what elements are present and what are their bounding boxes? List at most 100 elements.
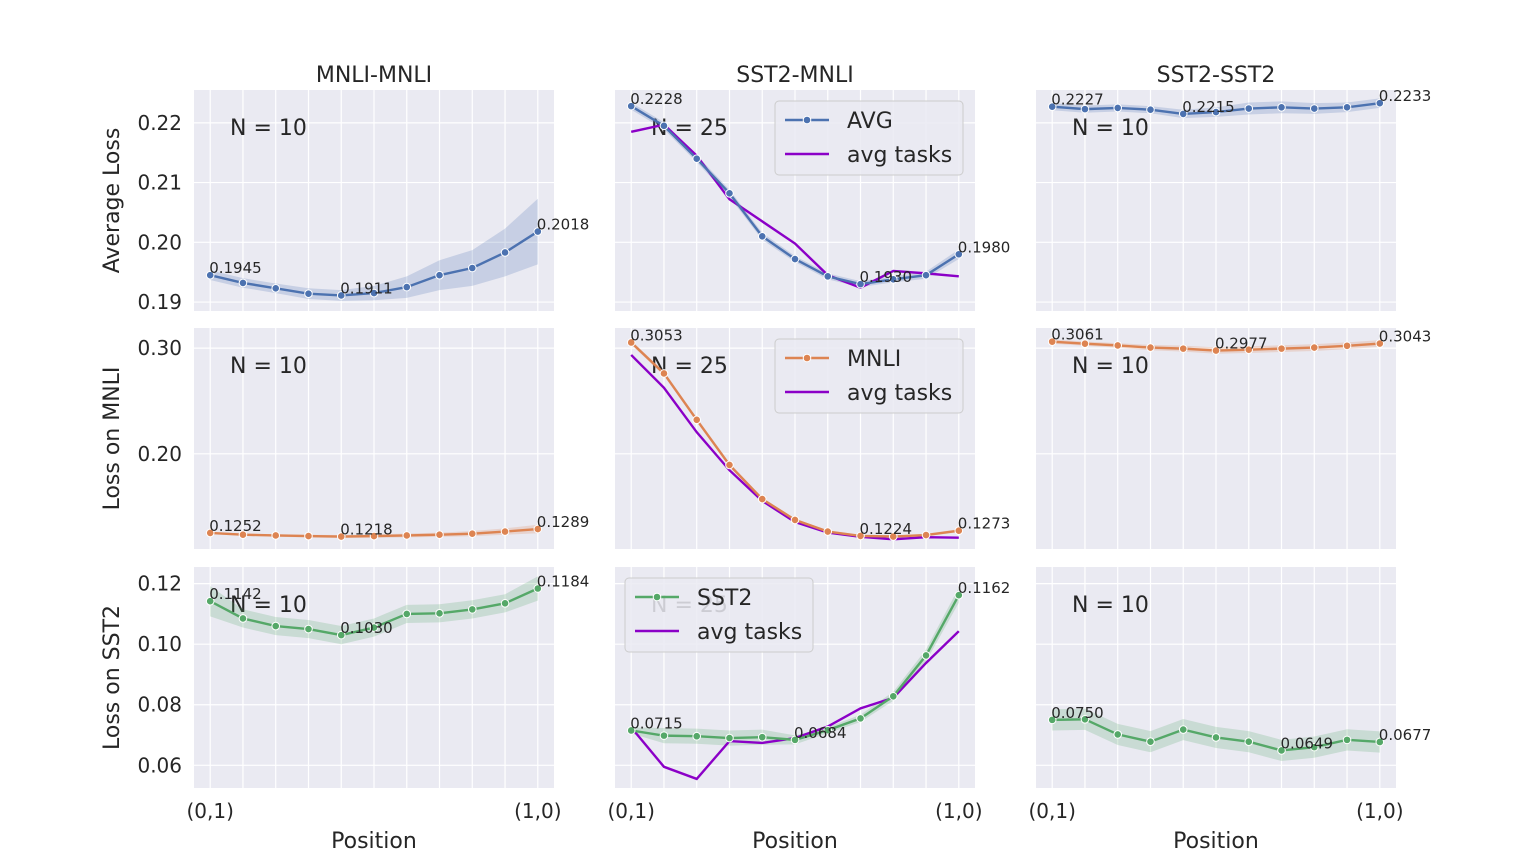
panel-0-2: N = 10 0.2227 0.2215 0.2233 [1036, 87, 1431, 311]
series-point [336, 630, 346, 640]
series-point [435, 530, 444, 540]
series-point [1080, 339, 1090, 348]
series-point [725, 189, 734, 198]
series-point [467, 529, 477, 538]
series-point [725, 460, 734, 470]
value-annotation: 0.2977 [1215, 335, 1268, 353]
series-point [626, 726, 636, 735]
series-point [1277, 103, 1286, 112]
series-point [336, 532, 346, 541]
series-point [888, 275, 898, 284]
legend: AVG avg tasks [774, 100, 964, 176]
y-tick-label: 0.19 [137, 290, 182, 314]
row-ylabel-0: Average Loss [100, 128, 125, 274]
series-point [921, 270, 931, 280]
y-tick-label: 0.10 [137, 632, 182, 656]
series-point [205, 528, 215, 538]
series-point [1047, 337, 1057, 346]
x-axis-label: Position [1173, 829, 1259, 854]
confidence-band [210, 198, 538, 301]
series-point [1080, 714, 1090, 724]
value-annotation: 0.0750 [1051, 704, 1104, 722]
series-point [790, 515, 800, 525]
series-point [1375, 98, 1385, 108]
value-annotation: 0.0684 [794, 724, 847, 742]
series-point [692, 415, 702, 425]
value-annotation: 0.1252 [209, 517, 262, 535]
series-point [1342, 735, 1352, 745]
value-annotation: 0.1273 [958, 515, 1011, 533]
n-label: N = 10 [230, 593, 307, 618]
x-tick-label: (1,0) [935, 799, 982, 823]
y-tick-label: 0.20 [137, 230, 182, 254]
series-point [1277, 344, 1286, 353]
series-point [1309, 104, 1319, 113]
series-point [1211, 346, 1221, 355]
value-annotation: 0.1945 [209, 259, 262, 277]
series-point [823, 725, 833, 735]
y-tick-label: 0.12 [137, 572, 182, 596]
series-point [823, 272, 833, 281]
x-tick-label: (0,1) [1028, 799, 1075, 823]
series-point [435, 270, 444, 280]
y-tick-label: 0.08 [137, 693, 182, 717]
series-point [856, 714, 865, 723]
series-point [304, 531, 313, 541]
value-annotation: 0.2018 [537, 216, 590, 234]
series-point [954, 526, 964, 536]
series-point [1047, 102, 1057, 112]
series-point [1342, 103, 1352, 112]
series-point [659, 121, 669, 131]
series-point [1146, 343, 1155, 352]
series-point [757, 494, 767, 504]
value-annotation: 0.3053 [630, 326, 683, 344]
legend-avg-tasks-label: avg tasks [847, 143, 952, 168]
series-point [1146, 105, 1155, 115]
series-point [205, 270, 215, 280]
legend: MNLI avg tasks [774, 338, 964, 414]
value-annotation: 0.2233 [1379, 87, 1432, 105]
series-point [954, 590, 964, 600]
series-point [626, 101, 636, 111]
legend-series-label: SST2 [697, 586, 752, 611]
series-point [238, 614, 248, 623]
value-annotation: 0.1289 [537, 513, 590, 531]
series-point [1244, 104, 1254, 113]
value-annotation: 0.1224 [860, 520, 913, 538]
series-point [1146, 737, 1155, 746]
series-point [402, 609, 412, 619]
n-label: N = 10 [1072, 593, 1149, 618]
series-point [369, 531, 379, 541]
value-annotation: 0.2227 [1051, 91, 1104, 109]
series-point [888, 532, 898, 541]
series-point [1309, 742, 1319, 752]
series-point [304, 289, 313, 298]
series-point [369, 623, 379, 632]
series-point [271, 531, 281, 540]
avg-tasks-line [630, 123, 959, 290]
value-annotation: 0.1184 [537, 572, 590, 590]
series-point [435, 609, 444, 618]
column-title-2: SST2-SST2 [1157, 63, 1276, 88]
series-point [888, 691, 898, 701]
series-point [1178, 725, 1188, 734]
row-ylabel-2: Loss on SST2 [100, 605, 125, 750]
series-point [1047, 715, 1057, 725]
n-label: N = 10 [1072, 354, 1149, 379]
panel-2-0: 0.06 0.08 0.10 0.12 N = 100.1142 0.1030 0.1184… [137, 567, 589, 854]
series-point [1244, 345, 1254, 354]
series-point [1277, 746, 1286, 755]
legend: SST2 avg tasks [624, 577, 814, 653]
series-point [336, 291, 346, 300]
value-annotation: 0.1162 [958, 579, 1011, 597]
series-point [304, 624, 313, 634]
value-annotation: 0.1911 [340, 279, 393, 297]
y-tick-label: 0.20 [137, 442, 182, 466]
n-label: N = 10 [1072, 116, 1149, 141]
value-annotation: 0.0715 [630, 714, 683, 732]
series-point [1178, 344, 1188, 353]
value-annotation: 0.0677 [1379, 726, 1432, 744]
series-point [692, 154, 702, 163]
